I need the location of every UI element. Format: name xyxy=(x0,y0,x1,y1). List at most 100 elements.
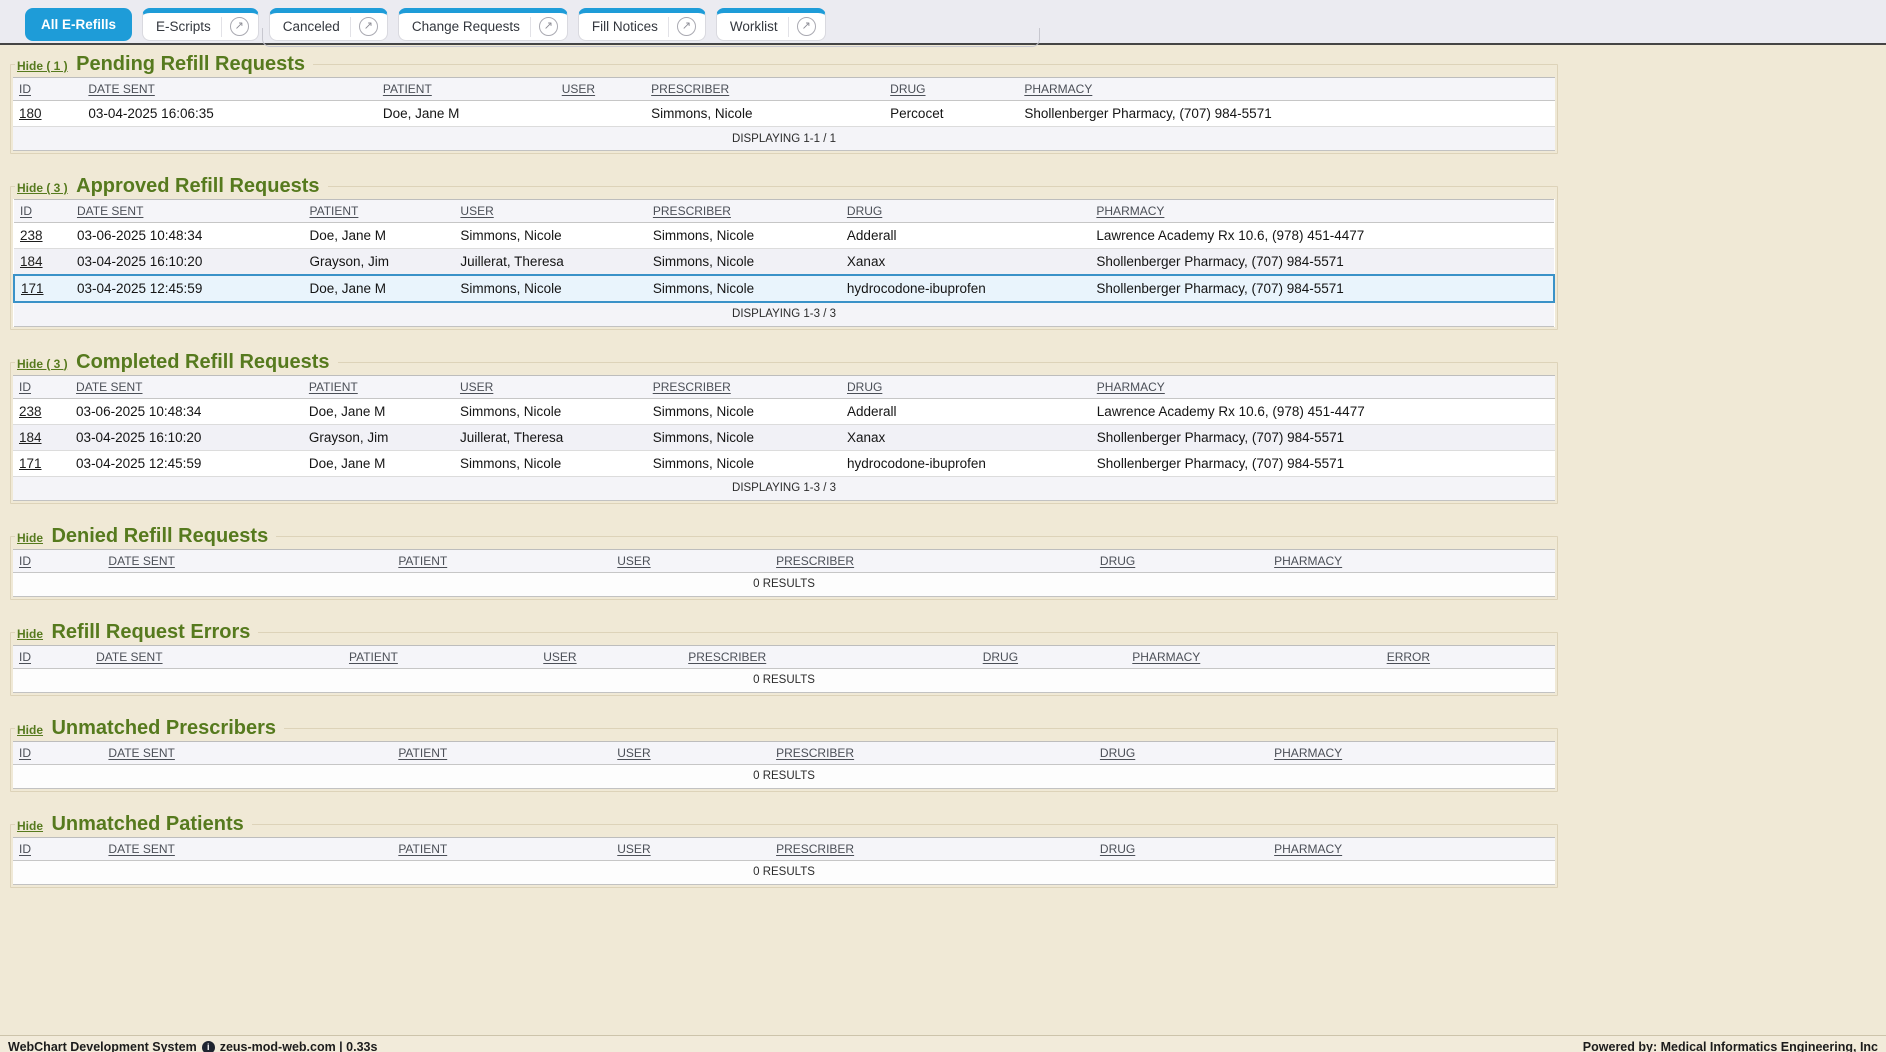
column-header-user[interactable]: USER xyxy=(454,199,647,223)
column-header-prescriber[interactable]: PRESCRIBER xyxy=(770,548,1094,573)
refill-id-link[interactable]: 184 xyxy=(20,254,43,269)
column-header-drug[interactable]: DRUG xyxy=(1093,548,1269,573)
column-header-prescriber[interactable]: PRESCRIBER xyxy=(770,836,1094,861)
table-header-row: ID DATE SENT PATIENT USER PRESCRIBER DRU… xyxy=(13,836,1555,861)
column-header-user[interactable]: USER xyxy=(453,374,647,399)
column-header-id[interactable]: ID xyxy=(14,199,71,223)
tab-fill-notices[interactable]: Fill Notices ↗ xyxy=(577,8,706,41)
column-header-error[interactable]: ERROR xyxy=(1380,644,1555,669)
column-header-prescriber[interactable]: PRESCRIBER xyxy=(646,374,841,399)
cell-id: 184 xyxy=(14,248,71,276)
cell-pharmacy: Lawrence Academy Rx 10.6, (978) 451-4477 xyxy=(1090,222,1554,249)
column-header-id[interactable]: ID xyxy=(13,548,103,573)
info-icon[interactable]: i xyxy=(201,1040,215,1052)
external-link-icon[interactable]: ↗ xyxy=(358,17,378,36)
column-header-id[interactable]: ID xyxy=(13,374,71,399)
hide-toggle-link[interactable]: Hide xyxy=(17,818,44,833)
external-link-icon[interactable]: ↗ xyxy=(538,17,558,36)
column-header-date-sent[interactable]: DATE SENT xyxy=(90,644,343,669)
cell-user: Juillerat, Theresa xyxy=(453,424,647,451)
column-header-patient[interactable]: PATIENT xyxy=(392,836,612,861)
column-header-drug[interactable]: DRUG xyxy=(840,199,1091,223)
cell-drug: Adderall xyxy=(841,398,1091,425)
column-header-drug[interactable]: DRUG xyxy=(1093,740,1269,765)
refill-id-link[interactable]: 238 xyxy=(19,403,42,419)
cell-drug: Xanax xyxy=(841,424,1091,451)
section-refill-request-errors: Hide Refill Request Errors ID DATE SENT … xyxy=(10,620,1558,696)
refill-id-link[interactable]: 171 xyxy=(19,455,42,471)
column-header-patient[interactable]: PATIENT xyxy=(392,740,612,765)
column-header-drug[interactable]: DRUG xyxy=(841,374,1091,399)
column-header-user[interactable]: USER xyxy=(611,740,771,765)
table-row[interactable]: 238 03-06-2025 10:48:34 Doe, Jane M Simm… xyxy=(13,398,1555,425)
external-link-icon[interactable]: ↗ xyxy=(676,17,696,36)
refill-id-link[interactable]: 180 xyxy=(19,106,42,121)
column-header-id[interactable]: ID xyxy=(13,836,103,861)
section-unmatched-prescribers: Hide Unmatched Prescribers ID DATE SENT … xyxy=(10,716,1558,792)
cell-prescriber: Simmons, Nicole xyxy=(645,100,885,127)
hide-toggle-link[interactable]: Hide ( 3 ) xyxy=(17,181,68,195)
column-header-patient[interactable]: PATIENT xyxy=(376,77,556,101)
section-pending-refill-requests: Hide ( 1 ) Pending Refill Requests ID DA… xyxy=(10,53,1558,154)
column-header-pharmacy[interactable]: PHARMACY xyxy=(1268,836,1555,861)
tab-e-scripts[interactable]: E-Scripts ↗ xyxy=(142,8,259,41)
column-header-pharmacy[interactable]: PHARMACY xyxy=(1018,77,1555,101)
external-link-icon[interactable]: ↗ xyxy=(796,17,816,36)
tab-change-requests[interactable]: Change Requests ↗ xyxy=(397,8,568,41)
tab-all-e-refills[interactable]: All E-Refills xyxy=(25,8,133,41)
column-header-user[interactable]: USER xyxy=(611,836,771,861)
hide-toggle-link[interactable]: Hide xyxy=(17,626,44,641)
column-header-patient[interactable]: PATIENT xyxy=(302,374,454,399)
column-header-user[interactable]: USER xyxy=(555,77,646,101)
column-header-pharmacy[interactable]: PHARMACY xyxy=(1090,374,1555,399)
cell-patient: Grayson, Jim xyxy=(302,424,454,451)
column-header-id[interactable]: ID xyxy=(13,644,91,669)
hide-toggle-link[interactable]: Hide xyxy=(17,530,44,545)
column-header-user[interactable]: USER xyxy=(537,644,683,669)
column-header-date-sent[interactable]: DATE SENT xyxy=(102,548,393,573)
column-header-pharmacy[interactable]: PHARMACY xyxy=(1268,740,1555,765)
column-header-id[interactable]: ID xyxy=(13,77,83,101)
column-header-prescriber[interactable]: PRESCRIBER xyxy=(646,199,841,223)
table-row[interactable]: 184 03-04-2025 16:10:20 Grayson, Jim Jui… xyxy=(14,248,1554,276)
tab-worklist[interactable]: Worklist ↗ xyxy=(715,8,826,41)
refill-id-link[interactable]: 184 xyxy=(19,429,42,445)
column-header-prescriber[interactable]: PRESCRIBER xyxy=(645,77,885,101)
column-header-date-sent[interactable]: DATE SENT xyxy=(70,199,304,223)
table-row[interactable]: 238 03-06-2025 10:48:34 Doe, Jane M Simm… xyxy=(14,222,1554,249)
section-legend: Hide Unmatched Prescribers xyxy=(15,717,284,740)
column-header-patient[interactable]: PATIENT xyxy=(342,644,538,669)
tab-divider xyxy=(667,16,669,37)
external-link-icon[interactable]: ↗ xyxy=(229,17,249,36)
table-row[interactable]: 180 03-04-2025 16:06:35 Doe, Jane M Simm… xyxy=(13,100,1555,127)
app-title: WebChart Development System xyxy=(8,1040,197,1052)
hide-toggle-link[interactable]: Hide xyxy=(17,722,44,737)
column-header-prescriber[interactable]: PRESCRIBER xyxy=(682,644,977,669)
refill-id-link[interactable]: 238 xyxy=(20,228,43,243)
cell-prescriber: Simmons, Nicole xyxy=(646,222,841,249)
column-header-patient[interactable]: PATIENT xyxy=(392,548,612,573)
empty-results-label: 0 RESULTS xyxy=(13,764,1555,789)
column-header-drug[interactable]: DRUG xyxy=(1093,836,1269,861)
column-header-drug[interactable]: DRUG xyxy=(976,644,1127,669)
tab-canceled[interactable]: Canceled ↗ xyxy=(268,8,388,41)
column-header-prescriber[interactable]: PRESCRIBER xyxy=(770,740,1094,765)
column-header-pharmacy[interactable]: PHARMACY xyxy=(1090,199,1554,223)
column-header-patient[interactable]: PATIENT xyxy=(303,199,455,223)
column-header-drug[interactable]: DRUG xyxy=(884,77,1019,101)
column-header-date-sent[interactable]: DATE SENT xyxy=(102,740,393,765)
column-header-id[interactable]: ID xyxy=(13,740,103,765)
column-header-pharmacy[interactable]: PHARMACY xyxy=(1268,548,1555,573)
hide-toggle-link[interactable]: Hide ( 1 ) xyxy=(17,59,68,73)
refill-id-link[interactable]: 171 xyxy=(21,281,44,296)
column-header-date-sent[interactable]: DATE SENT xyxy=(70,374,303,399)
column-header-user[interactable]: USER xyxy=(611,548,771,573)
column-header-pharmacy[interactable]: PHARMACY xyxy=(1126,644,1381,669)
column-header-date-sent[interactable]: DATE SENT xyxy=(102,836,393,861)
column-header-date-sent[interactable]: DATE SENT xyxy=(82,77,377,101)
table-row[interactable]: 184 03-04-2025 16:10:20 Grayson, Jim Jui… xyxy=(13,424,1555,451)
section-title: Unmatched Patients xyxy=(51,812,244,835)
table-row[interactable]: 171 03-04-2025 12:45:59 Doe, Jane M Simm… xyxy=(13,450,1555,477)
hide-toggle-link[interactable]: Hide ( 3 ) xyxy=(17,356,68,371)
table-row-selected[interactable]: 171 03-04-2025 12:45:59 Doe, Jane M Simm… xyxy=(13,274,1555,303)
